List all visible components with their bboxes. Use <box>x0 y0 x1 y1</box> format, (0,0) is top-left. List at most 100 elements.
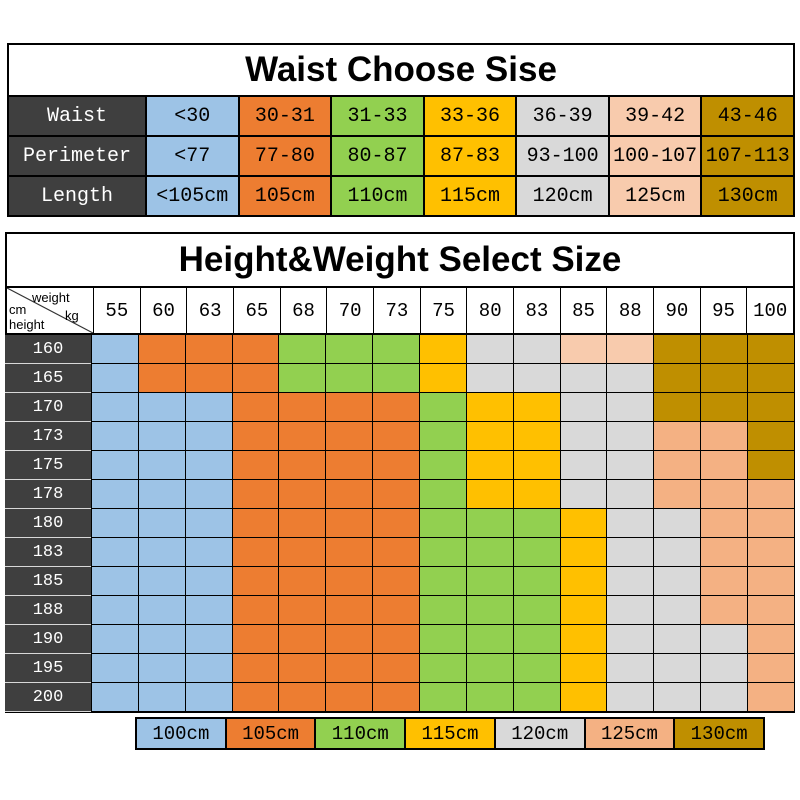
size-cell <box>232 567 280 596</box>
size-cell <box>513 596 561 625</box>
waist-value-cell: 33-36 <box>422 97 516 135</box>
grid-row: 160 <box>5 335 795 364</box>
waist-value-cell: 125cm <box>607 177 701 215</box>
legend-item: 125cm <box>583 719 674 748</box>
size-cell <box>466 683 514 712</box>
size-cell <box>326 335 374 364</box>
weight-header-cell: 60 <box>139 288 187 333</box>
size-cell <box>654 596 702 625</box>
size-cell <box>232 422 280 451</box>
size-cell <box>701 509 749 538</box>
weight-header-cell: 85 <box>559 288 607 333</box>
size-cell <box>513 393 561 422</box>
weight-header-cell: 55 <box>105 299 129 322</box>
size-cell <box>326 625 374 654</box>
legend-item: 105cm <box>224 719 315 748</box>
size-cell <box>279 393 327 422</box>
size-cell <box>607 654 655 683</box>
size-cell <box>560 364 608 393</box>
size-cell <box>466 596 514 625</box>
size-cell <box>232 683 280 712</box>
size-cell <box>279 422 327 451</box>
size-cell <box>185 480 233 509</box>
size-cell <box>92 625 139 654</box>
weight-header-cell: 68 <box>279 288 327 333</box>
size-cell <box>701 538 749 567</box>
row-label: Waist <box>9 97 145 135</box>
hw-table-title: Height&Weight Select Size <box>5 232 795 288</box>
size-cell <box>560 509 608 538</box>
waist-value-cell: 130cm <box>700 177 794 215</box>
size-cell <box>373 538 421 567</box>
grid-row-cells <box>91 654 795 683</box>
size-cell <box>326 393 374 422</box>
grid-row: 173 <box>5 422 795 451</box>
size-cell <box>279 538 327 567</box>
size-cell <box>513 422 561 451</box>
size-cell <box>701 683 749 712</box>
waist-value-cell: 43-46 <box>700 97 794 135</box>
size-cell <box>232 625 280 654</box>
waist-table-row: Waist <30 30-31 31-33 33-36 36-39 39-42 43-46 <box>9 97 794 135</box>
size-cell <box>279 596 327 625</box>
size-cell <box>232 596 280 625</box>
size-cell <box>466 451 514 480</box>
size-cell <box>420 625 467 654</box>
size-cell <box>466 364 514 393</box>
size-cell <box>701 422 749 451</box>
size-cell <box>232 654 280 683</box>
size-cell <box>138 335 186 364</box>
size-cell <box>466 422 514 451</box>
size-cell <box>513 625 561 654</box>
height-label: 178 <box>5 480 91 509</box>
size-cell <box>466 538 514 567</box>
size-cell <box>373 654 421 683</box>
size-cell <box>654 364 702 393</box>
row-label: Perimeter <box>9 137 145 175</box>
size-cell <box>420 335 467 364</box>
legend-item: 110cm <box>314 719 405 748</box>
size-cell <box>513 451 561 480</box>
legend-item: 100cm <box>137 719 225 748</box>
height-label: 180 <box>5 509 91 538</box>
size-cell <box>654 567 702 596</box>
size-cell <box>138 654 186 683</box>
size-cell <box>420 538 467 567</box>
size-cell <box>420 509 467 538</box>
size-cell <box>748 335 795 364</box>
grid-row-cells <box>91 393 795 422</box>
corner-cell: cm weight height kg <box>7 288 94 333</box>
size-cell <box>654 625 702 654</box>
weight-header-cell: 88 <box>606 288 653 333</box>
size-cell <box>138 364 186 393</box>
height-label: 165 <box>5 364 91 393</box>
grid-row: 170 <box>5 393 795 422</box>
size-cell <box>560 335 608 364</box>
size-cell <box>701 451 749 480</box>
size-cell <box>560 422 608 451</box>
size-cell <box>513 335 561 364</box>
size-cell <box>748 596 795 625</box>
size-cell <box>138 625 186 654</box>
weight-header-cell: 73 <box>373 288 420 333</box>
size-cell <box>420 596 467 625</box>
size-cell <box>138 509 186 538</box>
waist-table-rows: Waist <30 30-31 31-33 33-36 36-39 39-42 43-46 Pe… <box>9 97 794 215</box>
size-cell <box>748 509 795 538</box>
size-cell <box>466 393 514 422</box>
waist-value-cell: <105cm <box>145 177 238 215</box>
size-cell <box>607 596 655 625</box>
size-cell <box>607 480 655 509</box>
weight-header-cell: 83 <box>513 288 560 333</box>
size-cell <box>466 625 514 654</box>
size-cell <box>185 422 233 451</box>
size-cell <box>232 480 280 509</box>
grid-row-cells <box>91 596 795 625</box>
size-cell <box>92 596 139 625</box>
size-cell <box>92 451 139 480</box>
size-cell <box>138 596 186 625</box>
waist-value-cell: <30 <box>145 97 238 135</box>
grid-row: 185 <box>5 567 795 596</box>
size-cell <box>701 654 749 683</box>
size-cell <box>466 567 514 596</box>
